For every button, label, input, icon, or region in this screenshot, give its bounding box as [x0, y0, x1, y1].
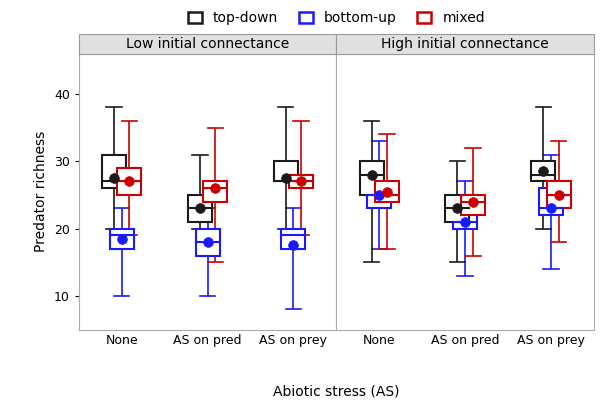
Bar — [289, 175, 313, 188]
Text: High initial connectance: High initial connectance — [381, 37, 549, 51]
Bar — [203, 181, 227, 202]
Text: Low initial connectance: Low initial connectance — [126, 37, 289, 51]
Bar — [461, 195, 485, 215]
Bar — [359, 161, 384, 195]
Bar — [102, 154, 126, 188]
Bar — [539, 188, 563, 215]
Bar — [453, 208, 477, 229]
Bar — [188, 195, 212, 222]
Y-axis label: Predator richness: Predator richness — [35, 131, 48, 252]
Bar — [531, 161, 555, 181]
FancyBboxPatch shape — [336, 34, 594, 54]
Bar — [375, 181, 399, 202]
Bar — [367, 181, 391, 208]
Bar — [274, 161, 298, 181]
Legend: top-down, bottom-up, mixed: top-down, bottom-up, mixed — [184, 7, 489, 29]
Text: Abiotic stress (AS): Abiotic stress (AS) — [273, 384, 399, 398]
FancyBboxPatch shape — [79, 34, 336, 54]
Bar — [445, 195, 470, 222]
Bar — [110, 229, 134, 249]
Bar — [196, 229, 219, 255]
Bar — [547, 181, 571, 208]
Bar — [281, 229, 305, 249]
Bar — [118, 168, 141, 195]
